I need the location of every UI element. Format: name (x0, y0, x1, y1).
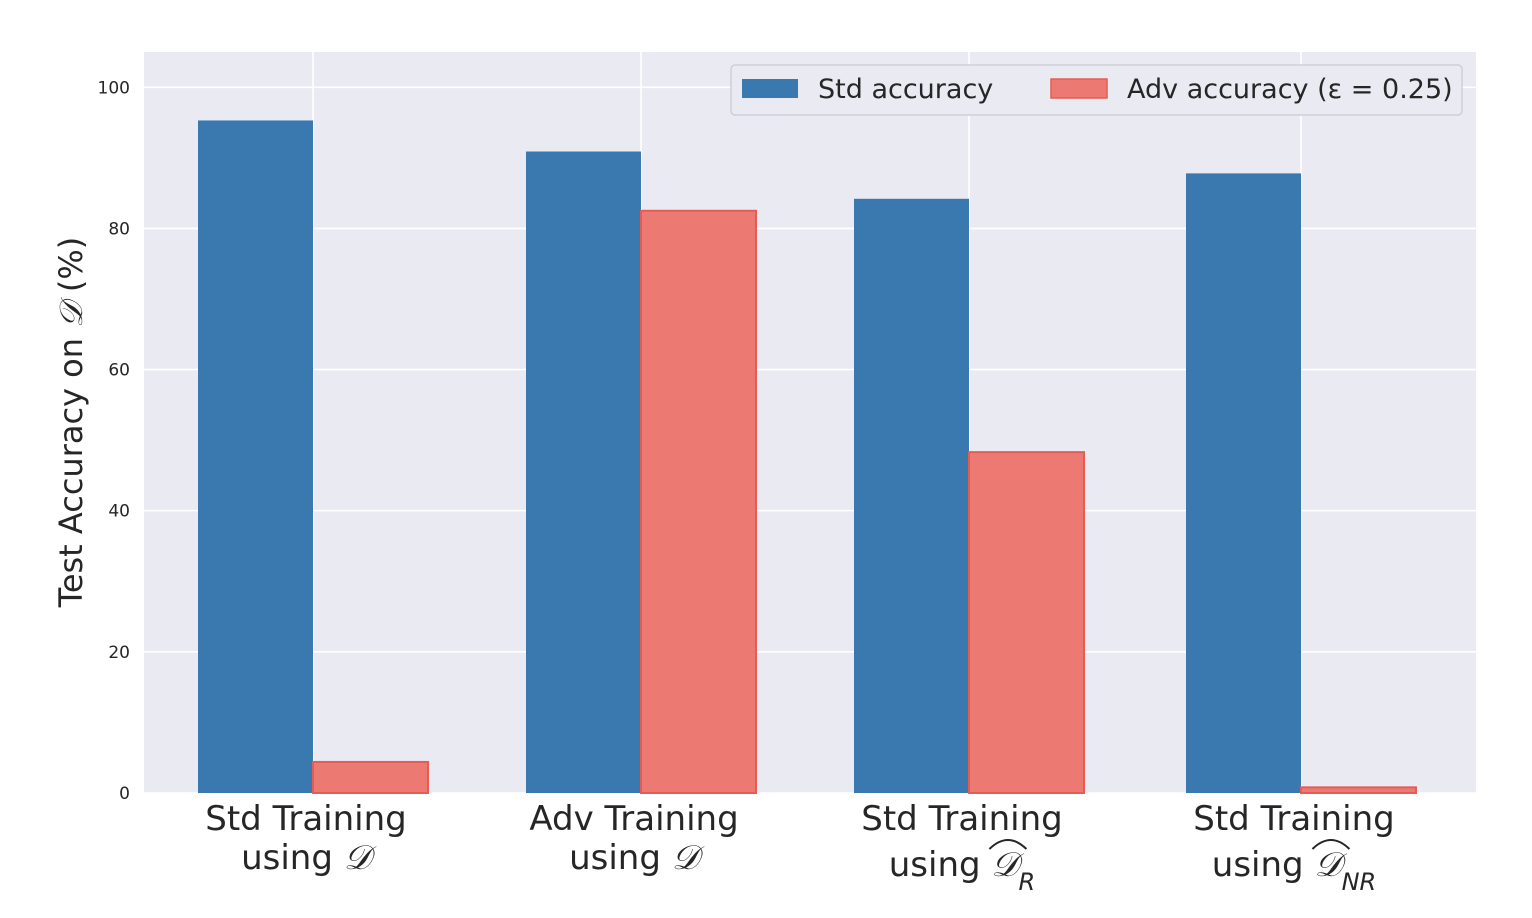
x-tick-line1: Std Training (1193, 799, 1394, 839)
y-tick-label: 0 (119, 784, 130, 804)
x-tick-line2: using 𝒟R (889, 845, 1035, 896)
x-tick-line1: Std Training (205, 799, 406, 839)
x-tick-line2: using 𝒟NR (1212, 845, 1376, 896)
x-tick-subscript: R (1019, 868, 1036, 896)
legend-label-std: Std accuracy (818, 74, 993, 105)
y-tick-label: 20 (108, 643, 130, 663)
legend-label-adv: Adv accuracy (ε = 0.25) (1127, 74, 1453, 105)
hat-accent (988, 839, 1028, 850)
x-tick-label-2: Std Training using 𝒟R (861, 799, 1062, 896)
bars (198, 120, 1417, 795)
bar-adv-2 (968, 451, 1085, 794)
y-axis-label: Test Accuracy on 𝒟 (%) (52, 237, 90, 609)
bar-std-2 (854, 198, 969, 793)
bar-adv-1 (640, 209, 757, 795)
bar-adv-3 (1300, 786, 1417, 795)
x-tick-line1: Std Training (861, 799, 1062, 839)
legend-swatch-adv (1050, 78, 1108, 99)
y-axis-ticks: 0 20 40 60 80 100 (98, 78, 130, 804)
bar-std-0 (198, 120, 313, 793)
hat-accent (1311, 839, 1351, 850)
x-tick-symbol: 𝒟 (344, 838, 377, 878)
x-tick-line2: using 𝒟 (569, 838, 705, 878)
x-tick-prefix: using (241, 838, 344, 878)
bar-adv-0 (312, 760, 429, 794)
bar-std-3 (1186, 173, 1301, 793)
x-tick-symbol: 𝒟 (672, 838, 705, 878)
bar-std-1 (526, 151, 641, 793)
x-tick-label-3: Std Training using 𝒟NR (1193, 799, 1394, 896)
y-tick-label: 80 (108, 219, 130, 239)
y-tick-label: 40 (108, 502, 130, 522)
legend-swatch-std (742, 79, 798, 98)
x-tick-prefix: using (889, 845, 992, 885)
y-tick-label: 100 (98, 78, 130, 98)
x-tick-prefix: using (1212, 845, 1315, 885)
legend: Std accuracy Adv accuracy (ε = 0.25) (730, 64, 1463, 116)
y-tick-label: 60 (108, 361, 130, 381)
x-tick-line1: Adv Training (529, 799, 738, 839)
x-tick-subscript: NR (1342, 868, 1377, 896)
x-tick-line2: using 𝒟 (241, 838, 377, 878)
x-tick-prefix: using (569, 838, 672, 878)
